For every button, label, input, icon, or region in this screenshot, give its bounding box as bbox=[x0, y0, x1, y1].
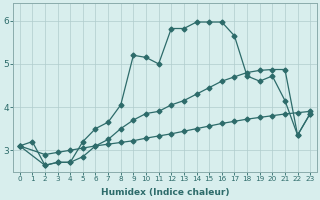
X-axis label: Humidex (Indice chaleur): Humidex (Indice chaleur) bbox=[101, 188, 229, 197]
